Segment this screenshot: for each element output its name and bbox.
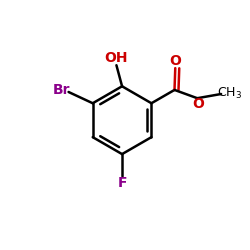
- Text: O: O: [192, 97, 204, 111]
- Text: CH$_3$: CH$_3$: [217, 86, 242, 101]
- Text: Br: Br: [52, 83, 70, 97]
- Text: O: O: [169, 54, 181, 68]
- Text: OH: OH: [104, 51, 128, 65]
- Text: F: F: [117, 176, 127, 190]
